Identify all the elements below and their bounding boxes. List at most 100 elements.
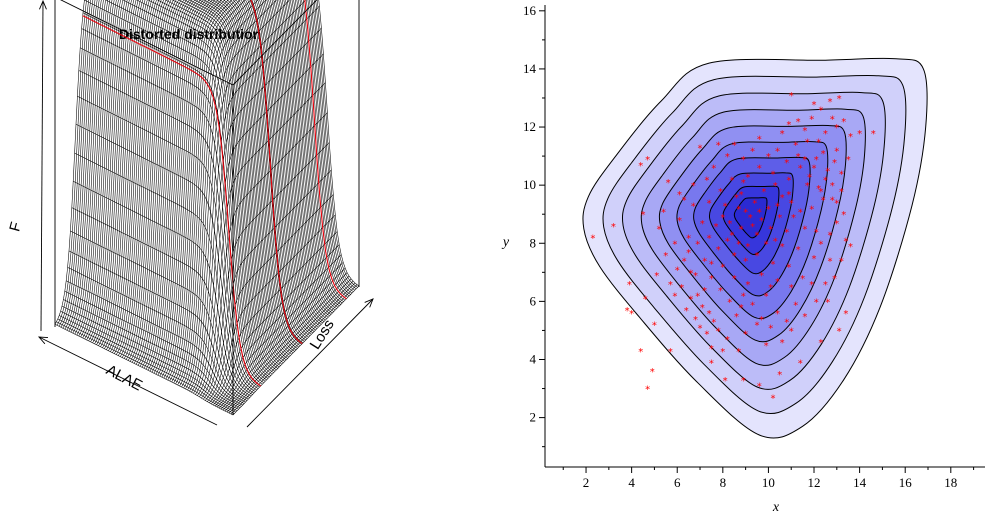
scatter-point: * bbox=[750, 300, 755, 311]
x-tick-label: 18 bbox=[944, 475, 957, 490]
mesh-line-v-59 bbox=[268, 0, 316, 331]
mesh-line-v-65 bbox=[278, 0, 325, 322]
scatter-point: * bbox=[704, 329, 709, 340]
mesh-line-u-50 bbox=[133, 0, 174, 364]
scatter-point: * bbox=[675, 265, 680, 276]
mesh-line-v-86 bbox=[312, 0, 354, 292]
y-tick-label: 16 bbox=[523, 3, 537, 18]
scatter-point: * bbox=[800, 274, 805, 285]
scatter-point: * bbox=[638, 347, 643, 358]
mesh-line-v-62 bbox=[273, 0, 320, 327]
y-tick-label: 4 bbox=[530, 351, 537, 366]
scatter-point: * bbox=[732, 274, 737, 285]
mesh-line-v-54 bbox=[259, 0, 309, 338]
mesh-line-u-46 bbox=[141, 0, 185, 368]
scatter-point: * bbox=[611, 222, 616, 233]
scatter-point: * bbox=[784, 318, 789, 329]
scatter-point: * bbox=[818, 239, 823, 250]
scatter-point: * bbox=[684, 306, 689, 317]
mesh-line-v-2 bbox=[57, 318, 236, 413]
scatter-point: * bbox=[839, 187, 844, 198]
mesh-line-v-37 bbox=[215, 0, 285, 362]
x-tick-label: 2 bbox=[583, 475, 590, 490]
scatter-point: * bbox=[809, 114, 814, 125]
scatter-point: * bbox=[793, 300, 798, 311]
mesh-line-u-70 bbox=[94, 0, 128, 345]
scatter-point: * bbox=[716, 141, 721, 152]
mesh-line-v-68 bbox=[283, 0, 329, 318]
scatter-point: * bbox=[688, 268, 693, 279]
scatter-point: * bbox=[654, 271, 659, 282]
scatter-point: * bbox=[821, 196, 826, 207]
scatter-point: * bbox=[725, 236, 730, 247]
surface-highlight-lines bbox=[82, 0, 347, 387]
scatter-point: * bbox=[625, 306, 630, 317]
scatter-point: * bbox=[789, 283, 794, 294]
mesh-line-u-75 bbox=[84, 0, 117, 340]
scatter-point: * bbox=[812, 164, 817, 175]
mesh-line-u-49 bbox=[135, 0, 177, 365]
alae-axis-arrow-head bbox=[37, 336, 49, 345]
mesh-line-u-63 bbox=[108, 0, 144, 351]
scatter-point: * bbox=[679, 283, 684, 294]
scatter-point: * bbox=[807, 172, 812, 183]
mesh-line-v-56 bbox=[262, 0, 312, 335]
scatter-point: * bbox=[725, 335, 730, 346]
scatter-point: * bbox=[707, 309, 712, 320]
scatter-point: * bbox=[627, 280, 632, 291]
scatter-point: * bbox=[757, 382, 762, 393]
scatter-point: * bbox=[784, 228, 789, 239]
scatter-points: * * * * * * * * * * * * * * * * * * * * * * * * * * * * * * * * * * * * * * * *… bbox=[590, 91, 875, 404]
scatter-point: * bbox=[723, 376, 728, 387]
scatter-point: * bbox=[805, 181, 810, 192]
scatter-point: * bbox=[745, 280, 750, 291]
loss-axis-arrow-shaft bbox=[246, 298, 374, 428]
scatter-point: * bbox=[709, 260, 714, 271]
scatter-point: * bbox=[657, 225, 662, 236]
scatter-point: * bbox=[780, 193, 785, 204]
mesh-line-v-66 bbox=[280, 0, 326, 321]
scatter-point: * bbox=[823, 175, 828, 186]
scatter-point: * bbox=[761, 187, 766, 198]
scatter-point: * bbox=[739, 225, 744, 236]
mesh-line-u-34 bbox=[165, 0, 219, 380]
scatter-point: * bbox=[745, 172, 750, 183]
mesh-line-v-41 bbox=[229, 0, 291, 356]
scatter-point: * bbox=[709, 358, 714, 369]
scatter-point: * bbox=[841, 210, 846, 221]
scatter-point: * bbox=[757, 135, 762, 146]
scatter-point: * bbox=[777, 370, 782, 381]
scatter-point: * bbox=[780, 338, 785, 349]
mesh-line-u-33 bbox=[167, 0, 222, 381]
mesh-line-u-89 bbox=[56, 0, 87, 326]
scatter-point: * bbox=[828, 257, 833, 268]
scatter-point: * bbox=[789, 326, 794, 337]
scatter-point: * bbox=[834, 123, 839, 134]
scatter-point: * bbox=[789, 199, 794, 210]
mesh-line-u-55 bbox=[123, 0, 162, 359]
scatter-point: * bbox=[784, 158, 789, 169]
mesh-line-u-39 bbox=[155, 0, 204, 375]
scatter-point: * bbox=[677, 190, 682, 201]
scatter-point: * bbox=[750, 222, 755, 233]
mesh-line-u-44 bbox=[145, 0, 190, 370]
mesh-line-v-33 bbox=[198, 0, 280, 368]
mesh-line-v-70 bbox=[286, 0, 332, 315]
scatter-point: * bbox=[661, 207, 666, 218]
highlight-line-0 bbox=[82, 15, 262, 387]
scatter-point: * bbox=[789, 91, 794, 102]
mesh-line-u-41 bbox=[151, 0, 198, 373]
scatter-point: * bbox=[691, 181, 696, 192]
y-tick-label: 12 bbox=[523, 119, 536, 134]
mesh-line-u-57 bbox=[120, 0, 157, 357]
mesh-line-v-69 bbox=[285, 0, 330, 317]
mesh-line-v-58 bbox=[266, 0, 315, 332]
scatter-point: * bbox=[727, 297, 732, 308]
mesh-line-v-38 bbox=[219, 0, 287, 361]
scatter-point: * bbox=[837, 326, 842, 337]
scatter-point: * bbox=[743, 207, 748, 218]
scatter-point: * bbox=[759, 216, 764, 227]
scatter-point: * bbox=[698, 143, 703, 154]
scatter-point: * bbox=[693, 271, 698, 282]
mesh-line-u-58 bbox=[118, 0, 155, 356]
